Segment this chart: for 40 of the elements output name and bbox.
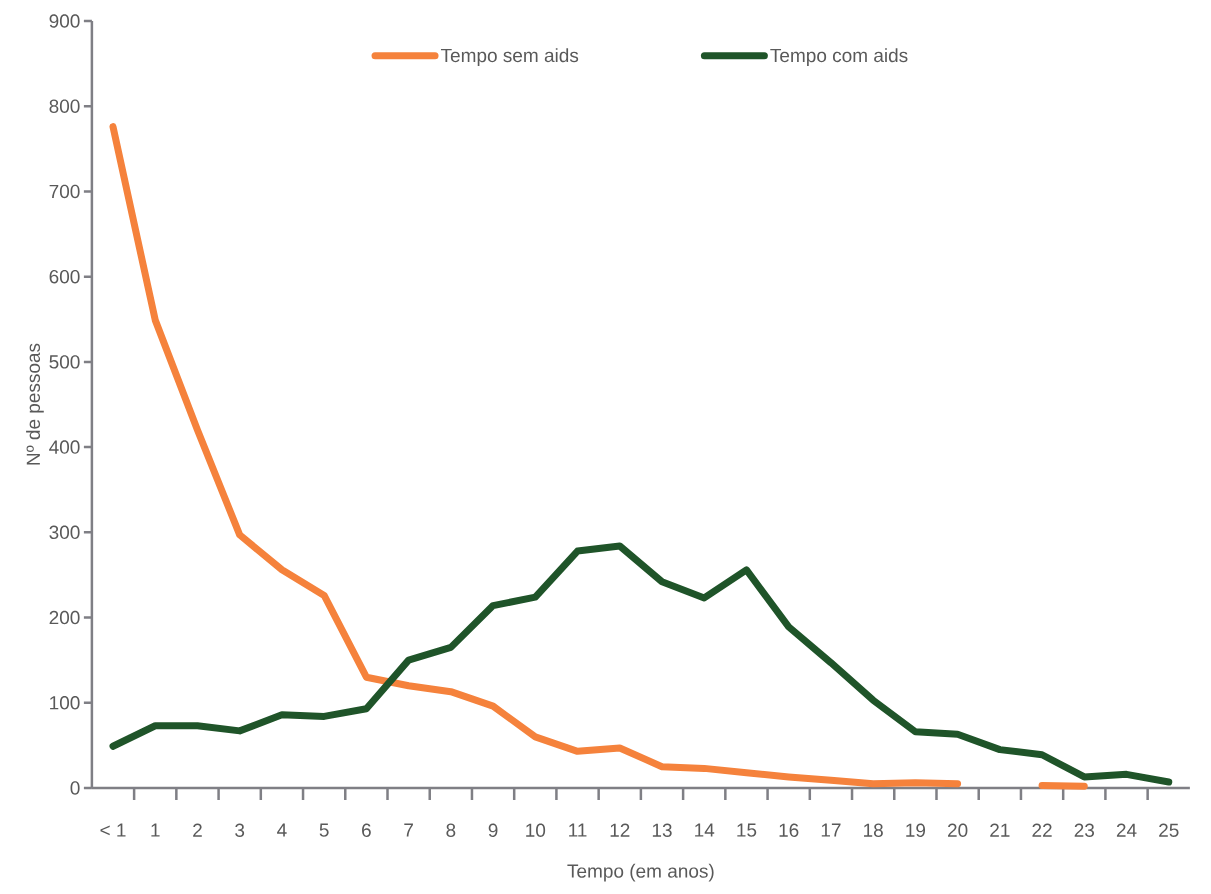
- x-tick-label: 15: [737, 823, 757, 837]
- x-tick-label: 3: [235, 823, 245, 837]
- x-tick-label: 7: [404, 823, 413, 837]
- y-axis-title: Nº de pessoas: [26, 343, 44, 465]
- x-tick-label: 16: [779, 823, 799, 837]
- y-tick-label: 400: [49, 440, 80, 454]
- y-tick-label: 600: [49, 269, 80, 284]
- x-tick-label: 22: [1032, 823, 1052, 837]
- y-tick-label: 0: [70, 781, 80, 795]
- x-tick-label: 21: [990, 823, 1010, 837]
- x-tick-label: 2: [193, 823, 202, 837]
- x-tick-label: 5: [319, 823, 329, 837]
- x-tick-label: 1: [151, 823, 160, 837]
- x-tick-label: 8: [446, 823, 456, 837]
- x-tick-label: < 1: [100, 823, 126, 837]
- x-tick-label: 24: [1116, 823, 1137, 837]
- x-tick-label: 12: [610, 823, 630, 837]
- x-tick-label: 4: [277, 823, 287, 837]
- x-tick-label: 23: [1074, 823, 1095, 837]
- x-tick-label: 18: [864, 823, 883, 837]
- x-tick-label: 9: [488, 823, 498, 837]
- x-axis-title: Tempo (em anos): [567, 863, 714, 882]
- x-tick-label: 13: [652, 823, 672, 837]
- x-tick-label: 14: [695, 823, 715, 837]
- y-tick-label: 800: [49, 99, 80, 113]
- y-tick-label: 900: [49, 14, 80, 28]
- x-tick-label: 19: [906, 823, 926, 837]
- y-tick-label: 500: [49, 355, 80, 369]
- legend-label: Tempo sem aids: [440, 48, 579, 66]
- x-tick-label: 11: [569, 823, 587, 837]
- legend-label: Tempo com aids: [770, 48, 908, 66]
- y-tick-label: 300: [49, 525, 80, 540]
- x-tick-label: 10: [526, 823, 546, 837]
- y-tick-label: 200: [49, 610, 80, 625]
- x-tick-label: 25: [1159, 823, 1179, 837]
- y-tick-label: 100: [50, 696, 80, 710]
- x-tick-label: 17: [821, 823, 841, 837]
- x-tick-label: 20: [948, 823, 968, 837]
- x-tick-label: 6: [362, 823, 371, 837]
- y-tick-label: 700: [49, 184, 80, 199]
